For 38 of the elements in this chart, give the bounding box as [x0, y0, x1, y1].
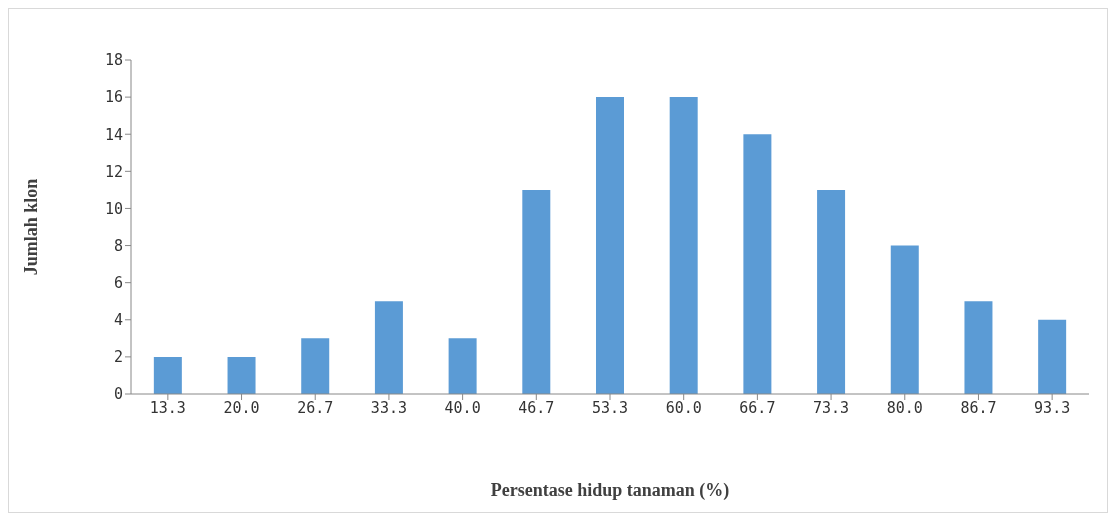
- y-tick-label: 16: [104, 88, 123, 107]
- x-tick-label: 86.7: [960, 398, 997, 417]
- y-tick-label: 14: [104, 125, 123, 144]
- y-tick-label: 4: [113, 311, 123, 330]
- y-tick-label: 0: [113, 385, 123, 404]
- x-tick-label: 80.0: [886, 398, 923, 417]
- y-tick-label: 10: [104, 199, 123, 218]
- x-tick-label: 53.3: [591, 398, 629, 417]
- bar: [448, 338, 477, 394]
- bar: [817, 189, 846, 394]
- x-tick-label: 13.3: [149, 398, 186, 417]
- y-tick-label: 12: [104, 162, 123, 181]
- x-tick-label: 40.0: [444, 398, 481, 417]
- x-tick-label: 60.0: [665, 398, 702, 417]
- x-tick-label: 73.3: [813, 398, 850, 417]
- x-tick-label: 26.7: [297, 398, 334, 417]
- y-tick-label: 2: [113, 348, 123, 367]
- x-tick-label: 33.3: [370, 398, 407, 417]
- y-tick-label: 18: [104, 51, 123, 70]
- bar: [743, 134, 772, 394]
- y-tick-label: 6: [113, 273, 123, 292]
- x-tick-label: 20.0: [223, 398, 260, 417]
- bar: [890, 245, 919, 394]
- bar: [153, 356, 182, 394]
- y-axis-title: Jumlah klon: [21, 178, 42, 276]
- x-axis-title: Persentase hidup tanaman (%): [490, 480, 730, 501]
- bar: [1038, 319, 1067, 394]
- bar: [227, 356, 256, 394]
- x-tick-label: 66.7: [739, 398, 776, 417]
- bar: [374, 301, 403, 394]
- bar: [964, 301, 993, 394]
- y-tick-label: 8: [113, 236, 123, 255]
- x-tick-label: 46.7: [518, 398, 555, 417]
- bar: [522, 189, 551, 394]
- bar: [596, 97, 624, 394]
- bar: [301, 338, 330, 394]
- x-tick-label: 93.3: [1034, 398, 1071, 417]
- bar: [669, 97, 698, 394]
